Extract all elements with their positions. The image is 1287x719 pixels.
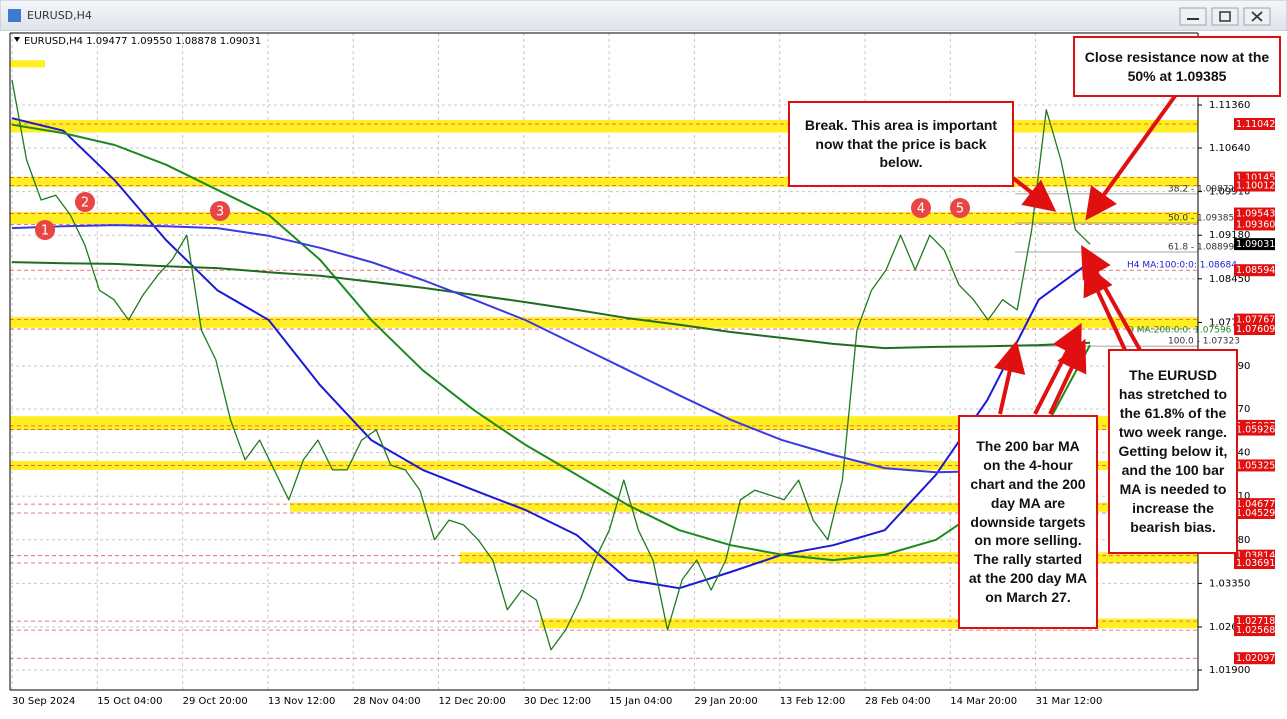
level-label-box — [1234, 179, 1275, 192]
level-label: 1.05325 — [1236, 460, 1275, 471]
annotation: Close resistance now at the 50% at 1.093… — [1073, 36, 1281, 97]
level-label: 1.05926 — [1236, 425, 1275, 436]
fib-label: 100.0 - 1.07323 — [1168, 337, 1240, 347]
x-tick-label: 30 Sep 2024 — [12, 696, 75, 707]
window-icon — [8, 9, 21, 22]
level-label: 1.02568 — [1236, 625, 1275, 636]
level-label-box — [1234, 652, 1275, 665]
level-label: 1.08594 — [1236, 265, 1275, 276]
y-tick-label: 1.07720 — [1209, 317, 1250, 328]
level-label-box — [1234, 264, 1275, 277]
support-zone — [10, 60, 45, 68]
level-label-box — [1234, 218, 1275, 231]
support-zone — [10, 416, 1198, 430]
level-label-box — [1234, 557, 1275, 570]
y-tick-label: 1.01900 — [1209, 665, 1250, 676]
swing-marker-label: 1 — [41, 224, 49, 239]
x-tick-label: 12 Dec 20:00 — [439, 696, 506, 707]
support-zone — [10, 119, 1198, 133]
level-label-box — [1234, 624, 1275, 637]
arrows — [994, 94, 1177, 415]
chart-header: EURUSD,H4 1.09477 1.09550 1.08878 1.0903… — [24, 36, 261, 47]
fib-label: 50.0 - 1.09385 — [1168, 213, 1234, 223]
support-zone — [290, 502, 1198, 512]
level-label-box — [1234, 118, 1275, 131]
level-label: 1.11042 — [1236, 119, 1275, 130]
support-zone — [10, 317, 1198, 328]
x-tick-label: 29 Jan 20:00 — [694, 696, 757, 707]
swing-marker — [950, 198, 970, 218]
current-price-box — [1234, 238, 1275, 251]
y-tick-label: 1.03350 — [1209, 578, 1250, 589]
level-label: 1.07767 — [1236, 315, 1275, 326]
x-tick-label: 14 Mar 20:00 — [950, 696, 1017, 707]
x-tick-label: 13 Nov 12:00 — [268, 696, 335, 707]
maximize-button[interactable] — [1211, 7, 1239, 26]
ma-label: H4 MA:100:0:0: 1.08684 — [1127, 260, 1237, 270]
current-price-label: 1.09031 — [1236, 239, 1275, 250]
price-line — [11, 79, 1091, 651]
level-label-box — [1234, 506, 1275, 519]
swing-marker-label: 2 — [81, 196, 89, 211]
level-label: 1.04529 — [1236, 508, 1275, 519]
window-title: EURUSD,H4 — [27, 9, 92, 22]
x-tick-label: 28 Feb 04:00 — [865, 696, 931, 707]
y-tick-label: 1.08450 — [1209, 274, 1250, 285]
level-label: 1.03691 — [1236, 558, 1275, 569]
level-label: 1.04677 — [1236, 499, 1275, 510]
y-tick-label: 1.09180 — [1209, 230, 1250, 241]
swing-marker-label: 4 — [917, 202, 925, 217]
swing-marker-label: 3 — [216, 205, 224, 220]
support-zone — [10, 211, 1198, 224]
x-tick-label: 15 Jan 04:00 — [609, 696, 672, 707]
level-label-box — [1234, 459, 1275, 472]
y-tick-label: 1.09910 — [1209, 187, 1250, 198]
annotation: The EURUSD has stretched to the 61.8% of… — [1108, 349, 1238, 554]
level-label-box — [1234, 313, 1275, 326]
level-label-box — [1234, 423, 1275, 436]
level-label: 1.02718 — [1236, 616, 1275, 627]
swing-marker — [911, 198, 931, 218]
annotation: The 200 bar MA on the 4-hour chart and t… — [958, 415, 1098, 629]
level-label: 1.10145 — [1236, 173, 1275, 184]
level-label: 1.07609 — [1236, 324, 1275, 335]
x-tick-label: 31 Mar 12:00 — [1036, 696, 1103, 707]
title-bar — [0, 0, 1287, 32]
fib-label: 61.8 - 1.08899 — [1168, 243, 1234, 253]
support-zone — [10, 176, 1198, 187]
level-label: 1.03814 — [1236, 551, 1275, 562]
x-tick-label: 29 Oct 20:00 — [183, 696, 248, 707]
ma-label: D MA:200:0:0: 1.07596 — [1127, 325, 1232, 335]
level-label-box — [1234, 323, 1275, 336]
x-tick-label: 15 Oct 04:00 — [97, 696, 162, 707]
swing-marker — [75, 192, 95, 212]
level-label: 1.09360 — [1236, 219, 1275, 230]
x-tick-label: 28 Nov 04:00 — [353, 696, 420, 707]
swing-marker — [210, 201, 230, 221]
support-zone — [10, 460, 1198, 470]
level-label: 1.02097 — [1236, 653, 1275, 664]
support-zone — [540, 618, 1198, 629]
y-tick-label: 1.02620 — [1209, 622, 1250, 633]
annotation: Break. This area is important now that t… — [788, 101, 1014, 187]
moving-average-line — [11, 123, 1091, 562]
minimize-button[interactable] — [1179, 7, 1207, 26]
support-zone — [460, 552, 1198, 564]
y-tick-label: 1.11360 — [1209, 100, 1250, 111]
level-label-box — [1234, 207, 1275, 220]
x-tick-label: 13 Feb 12:00 — [780, 696, 846, 707]
swing-marker — [35, 220, 55, 240]
x-tick-label: 30 Dec 12:00 — [524, 696, 591, 707]
moving-average-line — [11, 224, 1090, 474]
level-label: 1.10012 — [1236, 181, 1275, 192]
y-tick-label: 1.10640 — [1209, 143, 1250, 154]
fib-label: 38.2 - 1.09872 — [1168, 184, 1234, 194]
level-label: 1.09543 — [1236, 209, 1275, 220]
swing-marker-label: 5 — [956, 202, 964, 217]
